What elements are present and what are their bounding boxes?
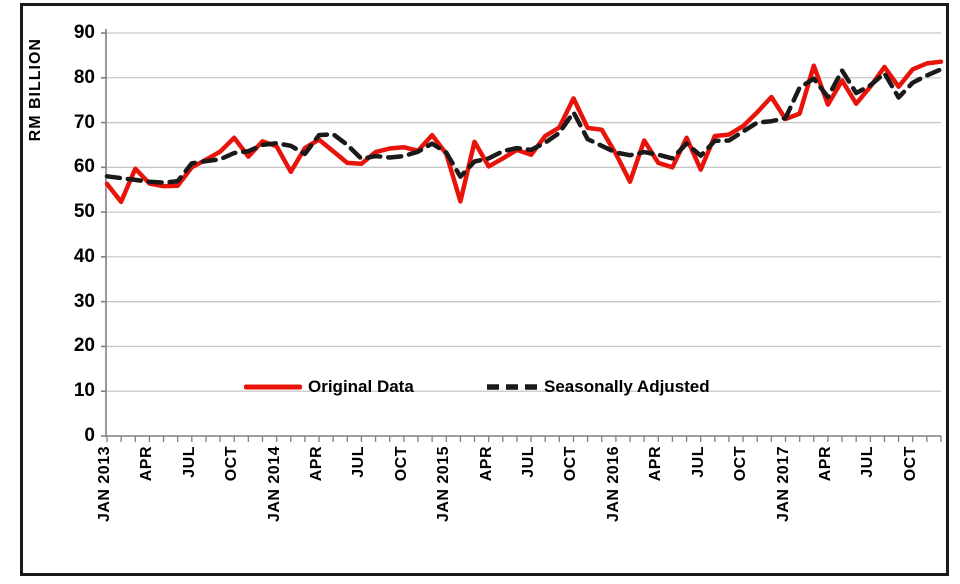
x-tick-label: OCT (223, 446, 241, 482)
y-tick-label: 0 (84, 425, 95, 446)
y-tick-label: 10 (73, 380, 95, 402)
legend-item-original-data: Original Data (244, 376, 414, 398)
x-tick-label: JAN 2017 (774, 446, 792, 523)
original-data-line-swatch-icon (244, 384, 302, 390)
x-tick-label: JUL (859, 446, 877, 478)
x-tick-label: JUL (520, 446, 538, 478)
series-line-seasonally-adjusted (104, 67, 944, 185)
x-tick-label: APR (308, 446, 326, 482)
x-tick-label: JAN 2014 (265, 446, 283, 523)
x-tick-label: OCT (901, 446, 919, 482)
x-tick-label: JUL (180, 446, 198, 478)
x-tick-label: JUL (350, 446, 368, 478)
y-tick-label: 90 (73, 22, 95, 43)
x-tick-label: APR (816, 446, 834, 482)
x-tick-label: APR (138, 446, 156, 482)
y-tick-label: 40 (73, 245, 95, 267)
x-tick-label: JAN 2016 (604, 446, 622, 523)
y-tick-label: 20 (73, 335, 95, 357)
legend-item-seasonally-adjusted: Seasonally Adjusted (486, 376, 710, 398)
x-tick-label: OCT (562, 446, 580, 482)
seasonally-adjusted-line-swatch-icon (487, 384, 537, 390)
y-tick-label: 80 (73, 66, 95, 88)
y-tick-label: 30 (73, 290, 95, 312)
x-tick-label: APR (477, 446, 495, 482)
y-tick-label: 50 (73, 201, 95, 223)
legend-label-seasonally-adjusted: Seasonally Adjusted (544, 377, 710, 396)
x-tick-label: JAN 2015 (435, 446, 453, 523)
x-tick-label: JAN 2013 (96, 446, 113, 523)
x-tick-label: OCT (732, 446, 750, 482)
x-tick-label: JUL (689, 446, 707, 478)
y-tick-label: 70 (73, 111, 95, 133)
legend-label-original-data: Original Data (308, 377, 414, 396)
x-tick-label: APR (647, 446, 665, 482)
y-tick-label: 60 (73, 156, 95, 178)
x-tick-label: OCT (392, 446, 410, 482)
